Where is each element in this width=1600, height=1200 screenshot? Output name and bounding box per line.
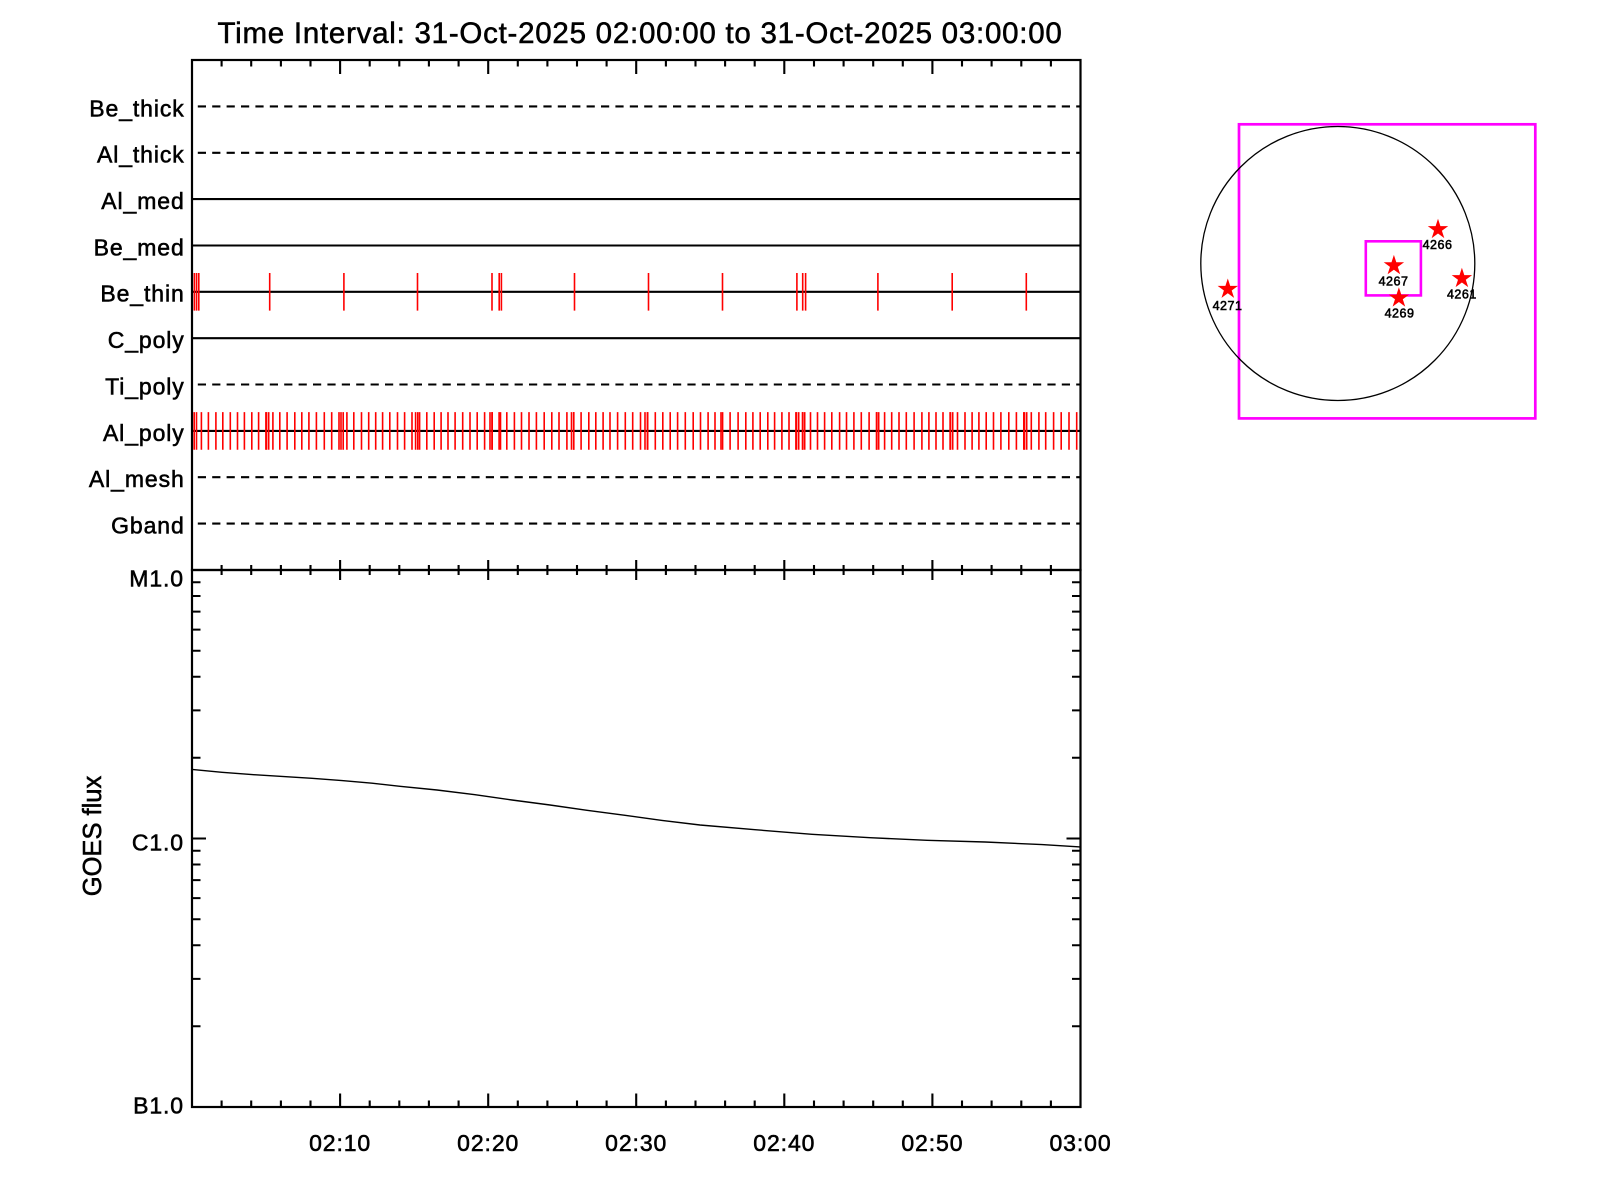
svg-text:Al_med: Al_med xyxy=(101,188,184,214)
svg-text:4267: 4267 xyxy=(1379,275,1409,289)
svg-text:02:50: 02:50 xyxy=(901,1130,963,1156)
svg-text:Be_med: Be_med xyxy=(94,234,185,260)
svg-text:4269: 4269 xyxy=(1385,306,1415,320)
svg-text:Time Interval: 31-Oct-2025 02:: Time Interval: 31-Oct-2025 02:00:00 to 3… xyxy=(217,17,1062,50)
svg-text:Al_thick: Al_thick xyxy=(97,142,185,168)
svg-text:GOES flux: GOES flux xyxy=(79,776,107,897)
svg-text:Al_poly: Al_poly xyxy=(103,420,185,446)
svg-text:Be_thick: Be_thick xyxy=(89,95,184,121)
svg-text:B1.0: B1.0 xyxy=(133,1093,184,1119)
svg-text:M1.0: M1.0 xyxy=(129,565,184,591)
svg-text:4266: 4266 xyxy=(1423,238,1453,252)
svg-text:Be_thin: Be_thin xyxy=(100,281,184,307)
svg-text:4271: 4271 xyxy=(1213,299,1243,313)
svg-text:C1.0: C1.0 xyxy=(132,830,184,856)
svg-text:02:10: 02:10 xyxy=(309,1130,371,1156)
svg-text:03:00: 03:00 xyxy=(1049,1130,1111,1156)
svg-text:02:40: 02:40 xyxy=(753,1130,815,1156)
svg-text:02:30: 02:30 xyxy=(605,1130,667,1156)
svg-text:Gband: Gband xyxy=(111,513,185,539)
svg-text:4261: 4261 xyxy=(1447,288,1477,302)
svg-text:C_poly: C_poly xyxy=(108,327,185,353)
svg-text:02:20: 02:20 xyxy=(457,1130,519,1156)
svg-text:Ti_poly: Ti_poly xyxy=(105,373,185,399)
svg-text:Al_mesh: Al_mesh xyxy=(89,466,185,492)
